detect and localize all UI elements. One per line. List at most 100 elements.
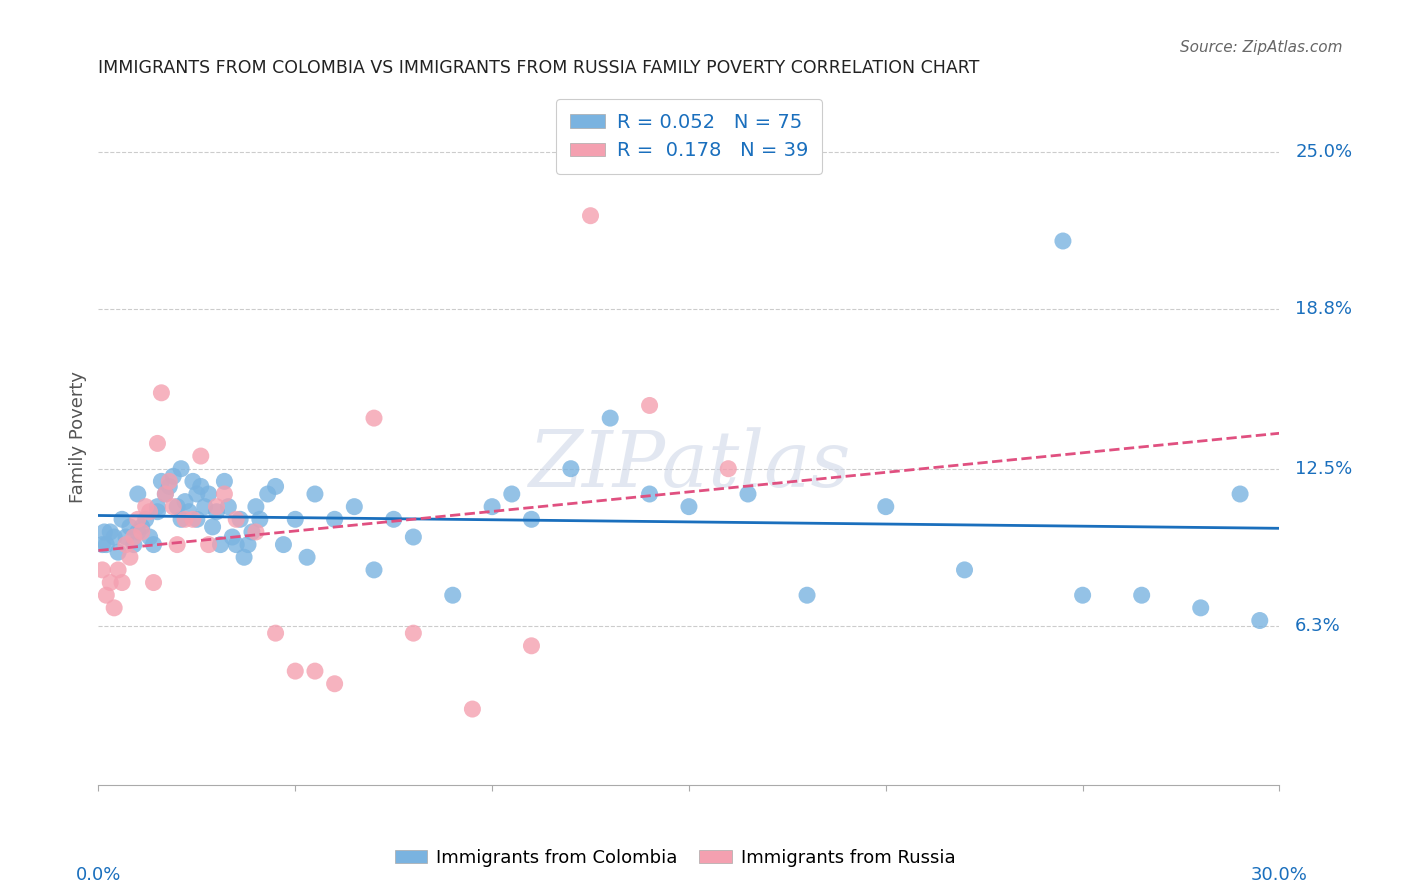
Point [146,505,169,519]
Point [181,475,204,489]
Point [201,520,224,534]
Point [142,575,165,590]
Point [115,530,138,544]
Point [205,505,228,519]
Point [304,487,326,501]
Point [249,512,271,526]
Point [174,494,197,508]
Point [638,487,661,501]
Text: ZIPatlas: ZIPatlas [527,426,851,503]
Point [93,524,115,539]
Point [1071,588,1094,602]
Point [520,639,543,653]
Point [150,475,173,489]
Point [186,487,208,501]
Point [103,600,125,615]
Point [214,487,236,501]
Point [142,538,165,552]
Point [186,512,208,526]
Point [127,487,149,501]
Point [1189,600,1212,615]
Point [98,575,121,590]
Point [177,505,200,519]
Point [157,479,180,493]
Point [127,524,149,539]
Point [115,538,138,552]
Legend: R = 0.052   N = 75, R =  0.178   N = 39: R = 0.052 N = 75, R = 0.178 N = 39 [557,99,821,174]
Point [221,530,243,544]
Point [127,512,149,526]
Point [284,664,307,678]
Point [245,524,267,539]
Point [304,664,326,678]
Point [1052,234,1074,248]
Text: Source: ZipAtlas.com: Source: ZipAtlas.com [1180,40,1343,55]
Point [1229,487,1251,501]
Point [363,411,385,425]
Point [240,524,263,539]
Point [233,550,256,565]
Point [103,530,125,544]
Point [229,512,252,526]
Point [284,512,307,526]
Point [205,500,228,514]
Point [209,538,232,552]
Point [162,500,184,514]
Point [131,524,153,539]
Point [481,500,503,514]
Point [91,538,114,552]
Point [190,479,212,493]
Point [155,487,177,501]
Point [122,530,145,544]
Point [343,500,366,514]
Y-axis label: Family Poverty: Family Poverty [69,371,87,503]
Point [1130,588,1153,602]
Point [441,588,464,602]
Point [273,538,295,552]
Point [461,702,484,716]
Point [166,500,188,514]
Point [181,512,204,526]
Point [150,385,173,400]
Point [131,520,153,534]
Point [107,545,129,559]
Point [264,626,287,640]
Point [146,436,169,450]
Point [174,512,197,526]
Point [953,563,976,577]
Text: 0.0%: 0.0% [76,866,121,884]
Point [225,538,247,552]
Point [323,677,346,691]
Point [138,505,160,519]
Point [197,487,219,501]
Text: 6.3%: 6.3% [1295,616,1341,634]
Point [245,500,267,514]
Point [166,538,188,552]
Text: IMMIGRANTS FROM COLOMBIA VS IMMIGRANTS FROM RUSSIA FAMILY POVERTY CORRELATION CH: IMMIGRANTS FROM COLOMBIA VS IMMIGRANTS F… [98,59,980,77]
Point [678,500,700,514]
Text: 18.8%: 18.8% [1295,301,1353,318]
Point [737,487,759,501]
Point [363,563,385,577]
Point [157,475,180,489]
Point [520,512,543,526]
Legend: Immigrants from Colombia, Immigrants from Russia: Immigrants from Colombia, Immigrants fro… [387,842,963,874]
Point [162,469,184,483]
Point [135,500,157,514]
Point [599,411,621,425]
Point [264,479,287,493]
Point [122,538,145,552]
Point [138,530,160,544]
Point [91,563,114,577]
Point [170,512,193,526]
Point [402,626,425,640]
Point [214,475,236,489]
Point [96,588,118,602]
Point [875,500,897,514]
Point [190,449,212,463]
Point [217,500,239,514]
Point [1249,614,1271,628]
Point [717,461,740,475]
Point [295,550,318,565]
Point [96,538,118,552]
